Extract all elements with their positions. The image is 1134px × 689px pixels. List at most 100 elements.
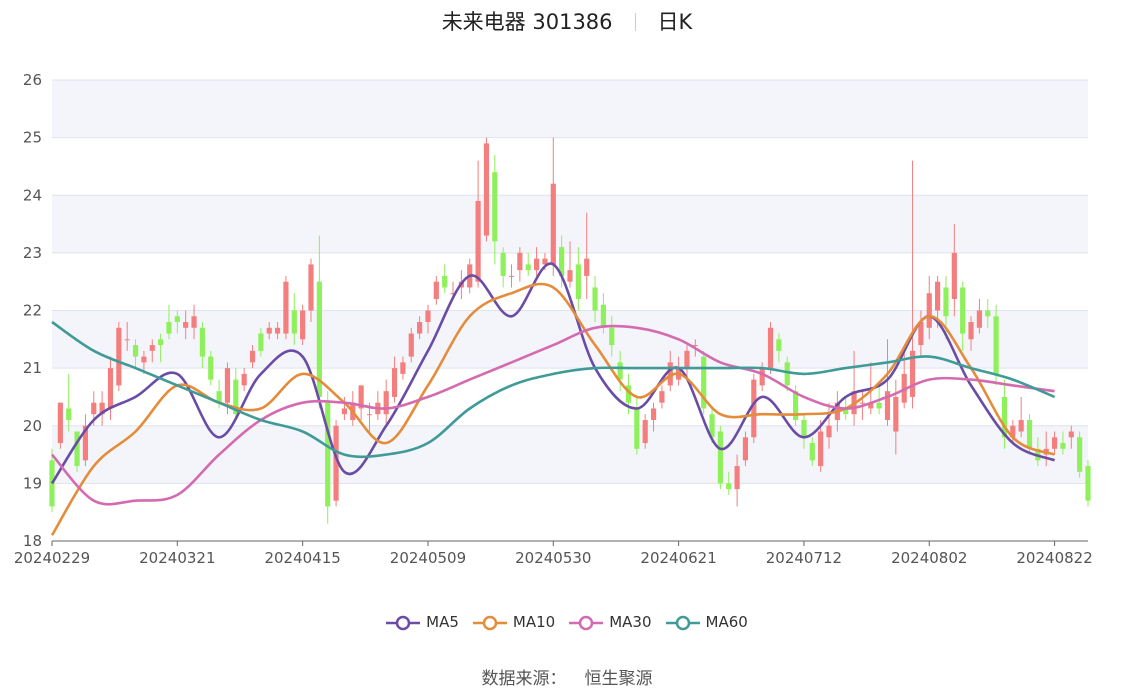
chart-title: 未来电器 301386 日K <box>0 6 1134 36</box>
candle-body <box>325 402 331 507</box>
candle-body <box>1060 443 1066 449</box>
candle <box>57 402 63 449</box>
candle <box>233 368 239 420</box>
candle-body <box>650 408 657 420</box>
legend-swatch <box>472 615 507 630</box>
candle-body <box>208 356 214 380</box>
candle <box>358 385 364 420</box>
candle-body <box>717 431 723 484</box>
candle-body <box>433 281 439 299</box>
candle <box>1010 419 1016 444</box>
candle <box>976 298 982 334</box>
candle <box>818 419 824 472</box>
candle <box>1068 425 1074 449</box>
y-tick-label: 26 <box>23 71 42 89</box>
y-tick-label: 24 <box>23 186 42 204</box>
candle-body <box>366 414 373 416</box>
legend-label: MA5 <box>426 613 459 631</box>
candle <box>442 264 448 294</box>
candle-body <box>876 402 882 409</box>
candle <box>734 454 740 507</box>
candle <box>726 471 732 495</box>
candle-body <box>784 362 790 386</box>
y-axis-ticks: 18 19 20 21 22 23 24 25 26 <box>23 71 42 550</box>
legend-label: MA60 <box>705 613 748 631</box>
candle-body <box>166 322 172 334</box>
candle-body <box>191 316 197 328</box>
x-tick-label: 20240802 <box>891 549 967 567</box>
candle <box>960 281 966 351</box>
candle-body <box>767 327 774 369</box>
candle-body <box>584 258 590 276</box>
candle <box>609 316 615 357</box>
candle-body <box>99 402 105 415</box>
candle <box>1085 460 1091 507</box>
candle <box>208 350 214 386</box>
candle-body <box>742 437 749 461</box>
candle <box>751 373 757 444</box>
candle <box>926 275 932 340</box>
x-tick-label: 20240321 <box>139 549 215 567</box>
candle-body <box>517 252 523 271</box>
candle-body <box>918 322 924 346</box>
y-tick-label: 19 <box>23 474 42 492</box>
candle <box>1051 431 1058 455</box>
legend-swatch <box>569 615 604 630</box>
candle-body <box>132 345 139 357</box>
candle-body <box>149 345 155 351</box>
candle-body <box>483 143 490 236</box>
candle <box>634 396 640 455</box>
candle-body <box>1026 419 1033 449</box>
candle <box>82 414 89 467</box>
candle <box>116 322 122 392</box>
candle <box>767 322 774 374</box>
legend-item-ma5[interactable]: MA5 <box>386 613 459 631</box>
candle <box>99 391 105 426</box>
candle-body <box>667 362 673 386</box>
candle-body <box>843 408 849 415</box>
candle-body <box>408 333 414 357</box>
x-tick-label: 20240712 <box>766 549 842 567</box>
candle-body <box>617 362 623 380</box>
candle-body <box>508 275 515 277</box>
moving-average-lines <box>50 262 1056 536</box>
x-tick-label: 20240229 <box>14 549 90 567</box>
candle-body <box>826 425 832 438</box>
candle-body <box>575 264 581 299</box>
candle-body <box>792 391 799 420</box>
candle-body <box>492 172 498 242</box>
candle <box>333 419 339 507</box>
title-separator <box>634 13 636 31</box>
candle <box>241 368 247 392</box>
background-bands <box>52 80 1088 484</box>
period-label: 日K <box>657 10 693 34</box>
x-tick-label: 20240415 <box>264 549 340 567</box>
candle-body <box>909 350 916 397</box>
candle <box>659 385 665 409</box>
y-tick-label: 22 <box>23 302 42 320</box>
candle-body <box>692 345 698 347</box>
candle-body <box>868 402 874 409</box>
candle-body <box>1068 431 1074 438</box>
candle <box>717 425 723 490</box>
candle <box>951 224 957 317</box>
candle-body <box>625 385 632 403</box>
legend-item-ma60[interactable]: MA60 <box>665 613 748 631</box>
candle <box>283 275 289 340</box>
legend-item-ma30[interactable]: MA30 <box>569 613 652 631</box>
candle <box>174 310 180 334</box>
candle-body <box>525 264 531 271</box>
stock-name: 未来电器 301386 <box>441 10 613 34</box>
candle-body <box>709 414 715 438</box>
candle <box>183 310 189 340</box>
legend-item-ma10[interactable]: MA10 <box>472 613 555 631</box>
candle <box>918 310 924 357</box>
candle-body <box>91 402 97 415</box>
candle <box>291 293 297 346</box>
candle-body <box>199 327 205 357</box>
y-tick-label: 20 <box>23 417 42 435</box>
y-tick-label: 21 <box>23 359 42 377</box>
candle <box>66 373 72 432</box>
candle-body <box>759 368 765 386</box>
candle <box>584 212 590 299</box>
